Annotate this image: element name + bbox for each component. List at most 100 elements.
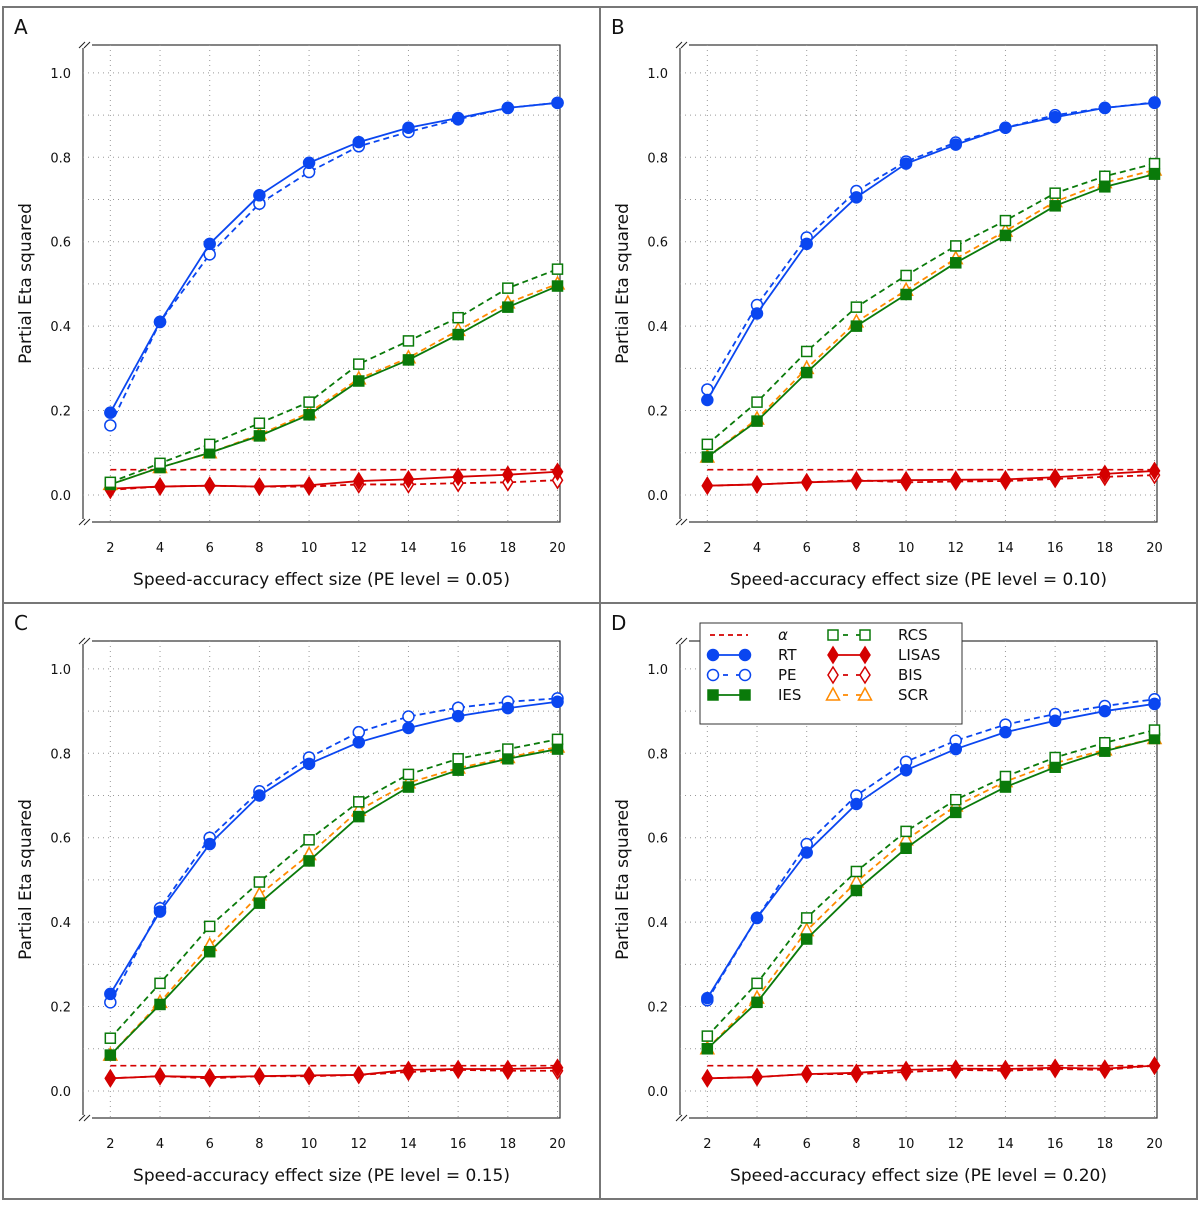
data-point-rcs	[850, 865, 863, 878]
x-axis-label: Speed-accuracy effect size (PE level = 0…	[730, 1166, 1107, 1186]
series-line-lisas	[110, 470, 558, 490]
series-rcs	[104, 263, 564, 489]
series-line-ies	[110, 285, 558, 486]
axis-break-mark	[78, 41, 86, 49]
data-point-lisas	[999, 1059, 1012, 1079]
x-tick-label: 16	[1047, 1137, 1064, 1152]
data-point-lisas	[402, 469, 415, 489]
y-tick-label: 0.6	[50, 832, 71, 847]
data-point-lisas	[203, 1067, 216, 1087]
data-point-rt	[999, 725, 1012, 739]
y-axis-label: Partial Eta squared	[613, 799, 633, 960]
data-point-lisas	[949, 470, 962, 490]
data-point-lisas	[999, 469, 1012, 489]
x-tick-label: 16	[1047, 541, 1064, 556]
y-tick-label: 0.0	[647, 1085, 668, 1100]
data-point-rt	[501, 101, 515, 115]
chart-panel-a: A 2 4 6 8 10 12 14 16 18 20 0.0 0.2 0.4 0.6 0.8 1.0 Speed…	[2, 6, 601, 604]
series-line-scr	[110, 283, 558, 486]
axis-break-mask	[78, 1115, 92, 1121]
data-point-lisas	[1148, 1056, 1161, 1076]
x-tick-label: 20	[549, 1137, 566, 1152]
axis-break-mark	[78, 1114, 86, 1122]
x-tick-label: 8	[255, 541, 263, 556]
data-point-ies	[800, 366, 813, 379]
series-line-rcs	[706, 162, 1155, 446]
data-point-lisas	[701, 1068, 714, 1088]
data-point-rcs	[154, 977, 166, 990]
data-point-ies	[999, 229, 1012, 242]
data-point-rt	[402, 121, 415, 134]
data-point-rcs	[900, 825, 912, 838]
data-point-ies	[502, 753, 514, 765]
y-tick-label: 1.0	[50, 67, 71, 82]
axis-break-mark	[680, 518, 688, 526]
data-point-rcs	[1049, 187, 1061, 199]
data-point-rt	[451, 709, 465, 723]
legend-label-scr: SCR	[898, 686, 928, 704]
legend: α RT PE IES RCS LISAS BIS SCR	[699, 622, 963, 725]
y-tick-label: 0.6	[647, 832, 668, 847]
data-point-ies	[303, 409, 315, 421]
y-tick-label: 0.8	[647, 151, 668, 166]
data-point-ies	[502, 301, 514, 313]
legend-label-rcs: RCS	[898, 626, 928, 644]
panel-frame	[2, 6, 601, 604]
data-point-ies	[1049, 761, 1061, 773]
data-point-rt	[999, 121, 1012, 134]
x-tick-label: 8	[255, 1137, 263, 1152]
x-tick-label: 12	[947, 541, 964, 556]
data-point-lisas	[104, 1068, 117, 1088]
series-line-pe	[706, 101, 1155, 390]
x-tick-label: 20	[549, 541, 566, 556]
data-point-ies	[353, 810, 365, 823]
series-rcs	[104, 733, 564, 1044]
legend-marker	[859, 665, 871, 685]
data-point-lisas	[900, 470, 912, 490]
axis-break-mask	[675, 42, 689, 48]
legend-label-ies: IES	[778, 686, 801, 704]
data-point-ies	[402, 354, 415, 366]
series-line-ies	[706, 173, 1155, 458]
x-tick-label: 10	[301, 1137, 318, 1152]
x-tick-label: 4	[753, 1137, 761, 1152]
legend-marker	[827, 665, 839, 685]
data-point-lisas	[751, 1067, 763, 1087]
data-point-lisas	[551, 1058, 564, 1078]
axis-break-mark	[83, 41, 91, 49]
data-point-rt	[104, 406, 117, 419]
axis-break-mask	[675, 1115, 689, 1121]
data-point-ies	[253, 897, 266, 909]
series-line-rcs	[110, 268, 558, 484]
data-point-rt	[253, 189, 266, 202]
data-point-lisas	[1049, 1058, 1062, 1078]
data-point-pe	[402, 710, 415, 723]
data-point-ies	[353, 375, 365, 387]
data-point-rt	[153, 905, 167, 918]
x-tick-label: 18	[500, 1137, 517, 1152]
x-tick-label: 18	[500, 541, 517, 556]
data-point-rcs	[402, 335, 415, 347]
data-point-lisas	[452, 1059, 465, 1079]
axis-break-mark	[675, 41, 683, 49]
series-line-lisas	[707, 1064, 1155, 1080]
axis-break-mark	[83, 637, 91, 645]
y-tick-label: 0.4	[50, 320, 71, 335]
data-point-lisas	[701, 476, 714, 496]
data-point-lisas	[1049, 467, 1062, 487]
data-point-rcs	[353, 358, 365, 370]
data-point-rt	[153, 315, 167, 329]
y-tick-label: 0.6	[50, 236, 71, 251]
data-point-rt	[551, 695, 564, 709]
x-tick-label: 6	[206, 541, 214, 556]
series-rt	[701, 697, 1161, 1005]
legend-label-rt: RT	[778, 646, 797, 664]
data-point-lisas	[203, 476, 216, 496]
y-tick-label: 0.4	[50, 916, 71, 931]
data-point-lisas	[154, 477, 166, 496]
data-point-lisas	[1148, 461, 1161, 481]
data-point-rt	[203, 837, 216, 851]
data-point-rt	[1048, 110, 1062, 124]
data-point-rcs	[800, 912, 813, 924]
legend-marker	[859, 645, 871, 665]
